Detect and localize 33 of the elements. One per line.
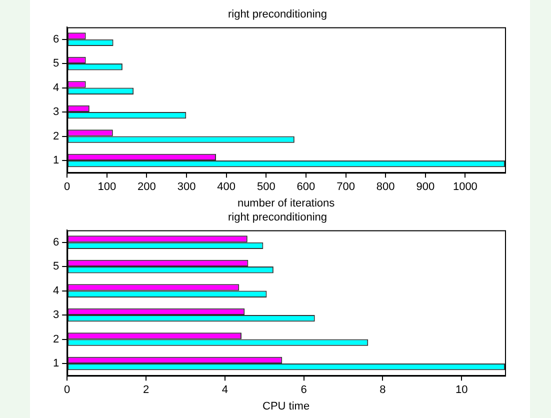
y-tick-label: 2	[52, 333, 60, 346]
x-tick-label: 600	[296, 181, 316, 194]
y-tick-label: 5	[52, 58, 60, 70]
y-tick-label: 3	[52, 106, 60, 118]
x-tick-label: 1000	[452, 181, 478, 194]
x-tick-label: 2	[142, 384, 150, 396]
x-tick-label: 300	[177, 181, 196, 194]
x-tick-label: 4	[222, 384, 228, 396]
y-tick-label: 3	[52, 309, 60, 322]
y-tick-label: 6	[52, 33, 60, 46]
x-tick-label: 700	[336, 181, 355, 194]
x-tick-label: 6	[300, 384, 307, 396]
y-tick-label: 4	[52, 82, 60, 94]
x-axis-title: number of iterations	[237, 197, 336, 210]
x-tick-label: 0	[64, 384, 70, 396]
y-tick-label: 2	[52, 130, 60, 142]
x-tick-label: 500	[256, 181, 276, 194]
y-tick-label: 6	[52, 236, 60, 248]
x-tick-label: 200	[138, 181, 156, 194]
x-tick-label: 0	[64, 181, 70, 194]
y-tick-label: 1	[52, 154, 60, 167]
x-tick-label: 400	[217, 181, 236, 194]
x-tick-label: 800	[376, 181, 395, 194]
y-tick-label: 4	[52, 284, 60, 297]
x-tick-label: 900	[416, 181, 435, 194]
y-tick-label: 5	[52, 260, 60, 273]
x-tick-label: 100	[98, 181, 116, 194]
x-tick-label: 8	[380, 384, 386, 396]
x-tick-label: 10	[455, 384, 468, 396]
chart-title: right preconditioning	[228, 212, 328, 224]
chart-title: right preconditioning	[228, 8, 328, 21]
y-tick-label: 1	[52, 358, 60, 370]
x-axis-title: CPU time	[262, 400, 310, 412]
